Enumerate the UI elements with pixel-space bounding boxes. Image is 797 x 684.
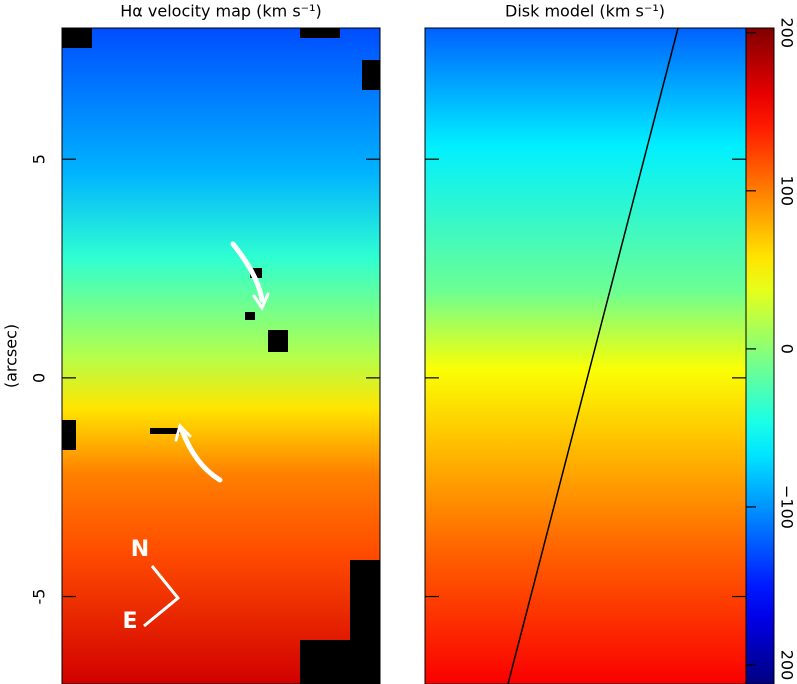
- disk-model-map: [425, 28, 746, 684]
- colorbar-tick-label: −100: [778, 485, 797, 529]
- y-tick-label: 0: [30, 373, 49, 383]
- y-axis-label: (arcsec): [2, 324, 21, 388]
- figure: Hα velocity map (km s⁻¹) Disk model (km …: [0, 0, 797, 684]
- colorbar-tick-label: 200: [778, 17, 797, 48]
- compass-north: N: [131, 537, 149, 562]
- y-tick-label: 5: [30, 154, 49, 164]
- right-title: Disk model (km s⁻¹): [505, 2, 665, 21]
- velocity-map: [62, 28, 380, 684]
- colorbar-tick-label: 0: [778, 344, 797, 354]
- y-tick-label: -5: [30, 589, 49, 605]
- colorbar: [746, 28, 774, 684]
- compass-east: E: [122, 609, 137, 634]
- colorbar-tick-label: 100: [778, 176, 797, 207]
- colorbar-tick-label: 200: [778, 650, 797, 681]
- left-title: Hα velocity map (km s⁻¹): [120, 2, 322, 21]
